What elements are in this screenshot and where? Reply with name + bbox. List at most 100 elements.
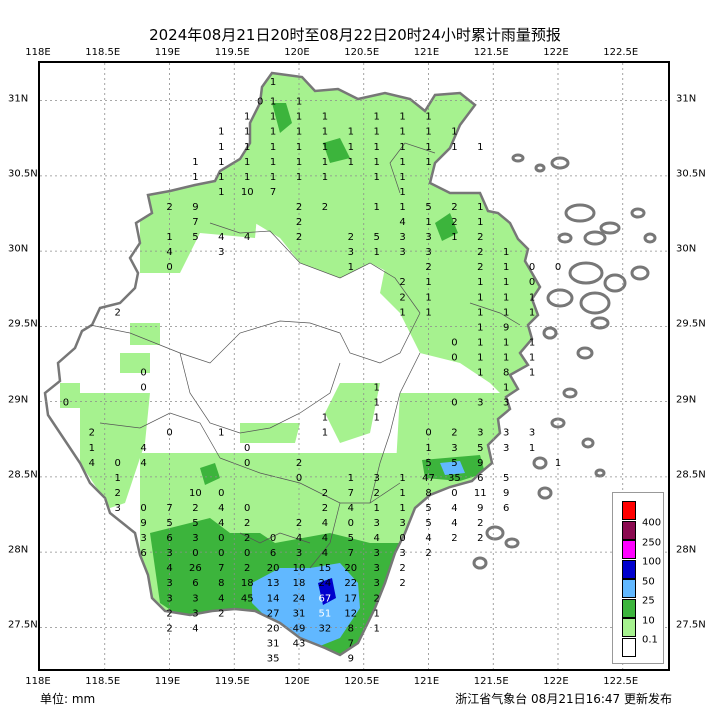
forecast-value: 9 — [503, 488, 509, 499]
forecast-value: 10 — [189, 488, 202, 499]
forecast-value: 1 — [374, 202, 380, 213]
longitude-tick-label: 121.5E — [473, 676, 509, 687]
forecast-value: 1 — [244, 157, 250, 168]
forecast-value: 0 — [63, 398, 69, 409]
forecast-value: 1 — [296, 97, 302, 108]
forecast-value: 45 — [241, 593, 254, 604]
forecast-value: 1 — [374, 503, 380, 514]
forecast-value: 1 — [529, 307, 535, 318]
latitude-tick-label: 27.5N — [8, 619, 38, 631]
island — [564, 203, 596, 223]
moderate-rain-area — [200, 463, 220, 485]
forecast-value: 1 — [503, 383, 509, 394]
forecast-value: 0 — [166, 262, 172, 273]
forecast-value: 2 — [244, 533, 250, 544]
forecast-value: 1 — [503, 337, 509, 348]
forecast-value: 9 — [140, 518, 146, 529]
forecast-value: 1 — [270, 112, 276, 123]
forecast-value: 3 — [140, 533, 146, 544]
forecast-value: 5 — [348, 533, 354, 544]
forecast-value: 6 — [166, 533, 172, 544]
forecast-value: 5 — [192, 518, 198, 529]
forecast-value: 3 — [503, 428, 509, 439]
forecast-value: 20 — [344, 563, 357, 574]
forecast-value: 0 — [115, 458, 121, 469]
forecast-value: 4 — [140, 458, 146, 469]
forecast-value: 9 — [503, 322, 509, 333]
forecast-value: 2 — [425, 548, 431, 559]
latitude-tick-label: 29.5N — [8, 318, 38, 330]
forecast-value: 1 — [529, 292, 535, 303]
forecast-value: 1 — [425, 443, 431, 454]
forecast-value: 0 — [555, 262, 561, 273]
longitude-tick-label: 120.5E — [344, 47, 380, 58]
longitude-tick-label: 118.5E — [85, 47, 121, 58]
map-title: 2024年08月21日20时至08月22日20时24小时累计雨量预报 — [149, 26, 561, 44]
heavy-rain-area — [440, 461, 465, 475]
forecast-value: 1 — [166, 232, 172, 243]
forecast-value: 15 — [319, 563, 332, 574]
legend-swatch — [622, 501, 636, 520]
forecast-value: 51 — [319, 608, 332, 619]
prefecture-border — [389, 142, 436, 194]
forecast-value: 8 — [425, 488, 431, 499]
forecast-value: 1 — [115, 473, 121, 484]
legend-label: 0.1 — [642, 634, 658, 646]
forecast-value: 1 — [503, 307, 509, 318]
longitude-tick-label: 118.5E — [85, 676, 121, 687]
forecast-value: 1 — [399, 187, 405, 198]
forecast-value: 2 — [296, 217, 302, 228]
forecast-values: 10 1 11 1 1 1 1 1 11 1 1 1 1 1 1 1 1 11 1 1 1 1 1 1 1 1 1 11 1 1 1 1 1 1 1… — [63, 77, 561, 664]
forecast-value: 2 — [451, 533, 457, 544]
forecast-value: 1 — [425, 307, 431, 318]
forecast-value: 1 — [425, 142, 431, 153]
island — [546, 288, 574, 308]
latitude-tick-label: 29.5N — [676, 318, 706, 330]
forecast-value: 4 — [218, 593, 224, 604]
forecast-value: 1 — [425, 127, 431, 138]
island — [630, 265, 650, 281]
forecast-value: 0 — [451, 337, 457, 348]
forecast-value: 2 — [477, 518, 483, 529]
forecast-value: 1 — [270, 142, 276, 153]
forecast-value: 1 — [322, 112, 328, 123]
forecast-value: 1 — [477, 337, 483, 348]
forecast-value: 0 — [218, 548, 224, 559]
forecast-value: 1 — [399, 503, 405, 514]
forecast-value: 2 — [296, 458, 302, 469]
forecast-value: 2 — [166, 623, 172, 634]
forecast-value: 0 — [244, 503, 250, 514]
forecast-value: 35 — [448, 473, 461, 484]
longitude-tick-label: 119E — [154, 47, 181, 58]
latitude-tick-label: 29N — [676, 394, 697, 406]
prefecture-border — [179, 352, 341, 434]
forecast-value: 0 — [166, 428, 172, 439]
forecast-value: 22 — [344, 578, 357, 589]
forecast-value: 4 — [374, 533, 380, 544]
island — [532, 456, 548, 470]
forecast-value: 24 — [319, 578, 332, 589]
latitude-tick-label: 30N — [676, 243, 697, 255]
forecast-value: 7 — [348, 488, 354, 499]
island — [576, 346, 594, 360]
forecast-value: 4 — [348, 503, 354, 514]
forecast-value: 0 — [348, 518, 354, 529]
island — [643, 232, 657, 244]
forecast-value: 2 — [322, 488, 328, 499]
prefecture-border — [99, 412, 221, 459]
forecast-value: 1 — [348, 473, 354, 484]
forecast-value: 1 — [218, 157, 224, 168]
forecast-value: 49 — [293, 623, 306, 634]
island — [542, 326, 558, 340]
forecast-value: 0 — [529, 277, 535, 288]
forecast-value: 1 — [477, 322, 483, 333]
island — [579, 291, 611, 315]
forecast-value: 31 — [293, 608, 306, 619]
forecast-value: 26 — [189, 563, 202, 574]
island — [504, 537, 520, 549]
forecast-value: 1 — [477, 292, 483, 303]
latitude-tick-label: 28N — [676, 544, 697, 556]
island — [599, 221, 621, 235]
latitude-tick-label: 30.5N — [676, 168, 706, 180]
island — [630, 207, 646, 219]
